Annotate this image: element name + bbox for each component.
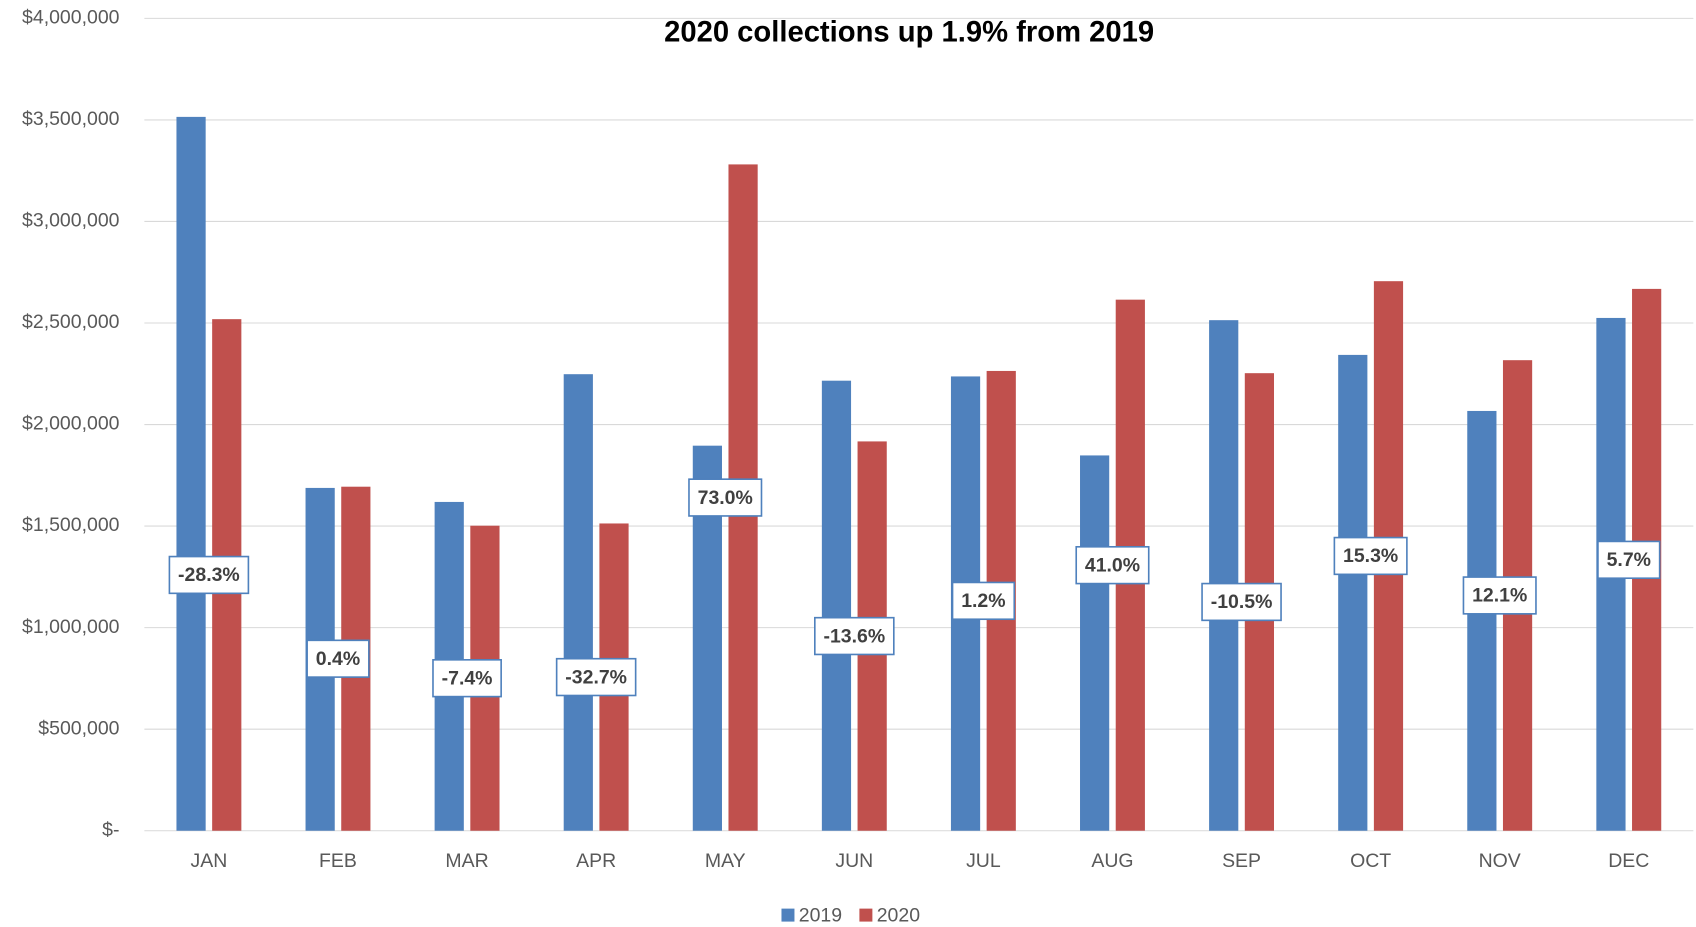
- annotation-box: [432, 659, 502, 698]
- y-tick-label: $2,500,000: [22, 311, 120, 333]
- bar: [176, 116, 206, 831]
- bar: [563, 374, 593, 831]
- annotation: -13.6%: [823, 625, 885, 647]
- legend-swatch: [781, 908, 795, 922]
- y-tick-label: $1,000,000: [22, 616, 120, 638]
- legend-label: 2019: [799, 904, 842, 926]
- bar: [821, 380, 852, 831]
- x-tick-label: AUG: [1091, 850, 1133, 872]
- bar: [1338, 354, 1368, 831]
- annotation-box: [1075, 545, 1150, 585]
- x-tick-label: NOV: [1479, 850, 1521, 872]
- annotation-box: [168, 555, 250, 595]
- x-tick-label: MAY: [705, 850, 746, 872]
- y-tick-label: $1,500,000: [22, 514, 120, 536]
- annotation: -28.3%: [178, 564, 240, 586]
- annotation: 0.4%: [316, 648, 360, 670]
- annotation-box: [951, 581, 1016, 621]
- x-tick-label: JAN: [191, 850, 228, 872]
- x-tick-label: JUL: [966, 850, 1001, 872]
- chart-title: 2020 collections up 1.9% from 2019: [664, 16, 1154, 48]
- x-tick-label: OCT: [1350, 850, 1391, 872]
- legend-swatch: [859, 908, 873, 922]
- annotation: 73.0%: [698, 487, 753, 509]
- annotation-box: [1333, 536, 1408, 576]
- y-tick-label: $3,500,000: [22, 108, 120, 130]
- y-tick-label: $3,000,000: [22, 210, 120, 232]
- annotation: 15.3%: [1343, 545, 1398, 567]
- annotation-box: [814, 616, 895, 656]
- x-tick-label: APR: [576, 850, 616, 872]
- legend-label: 2020: [877, 904, 920, 926]
- x-tick-label: SEP: [1222, 850, 1261, 872]
- annotation-box: [306, 639, 370, 678]
- x-tick-label: DEC: [1608, 850, 1649, 872]
- annotation: -10.5%: [1211, 591, 1273, 613]
- x-tick-label: JUN: [835, 850, 873, 872]
- annotation-box: [1462, 576, 1537, 615]
- bar: [1209, 320, 1239, 831]
- annotation-box: [688, 478, 763, 517]
- annotation: 12.1%: [1472, 585, 1527, 607]
- x-tick-label: FEB: [319, 850, 357, 872]
- annotation: 41.0%: [1085, 554, 1140, 576]
- annotation: -32.7%: [565, 666, 627, 688]
- y-tick-label: $4,000,000: [22, 7, 120, 29]
- bar: [1080, 455, 1110, 831]
- x-tick-label: MAR: [445, 850, 488, 872]
- annotation: 1.2%: [961, 590, 1005, 612]
- bar: [1467, 410, 1497, 831]
- annotation-box: [555, 657, 637, 697]
- annotation-box: [1597, 540, 1661, 580]
- y-tick-label: $500,000: [38, 717, 119, 739]
- y-tick-label: $-: [102, 819, 119, 841]
- annotation: -7.4%: [442, 667, 493, 689]
- annotation-box: [1201, 582, 1282, 622]
- y-tick-label: $2,000,000: [22, 413, 120, 435]
- annotation: 5.7%: [1607, 549, 1651, 571]
